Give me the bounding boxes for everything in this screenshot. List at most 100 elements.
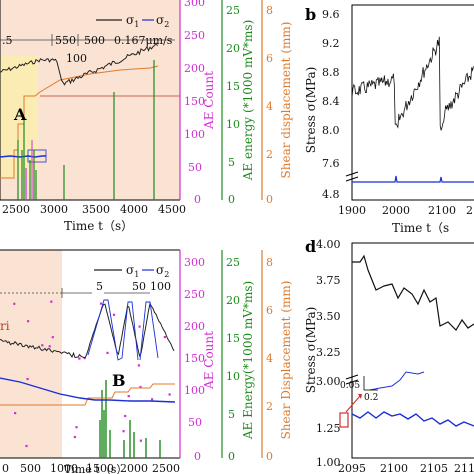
panel-d-sigma1-line	[352, 254, 474, 331]
y-tick: 1.25	[316, 422, 341, 435]
panel-a-sigma1-line	[0, 42, 158, 86]
ae-count-point	[99, 302, 103, 305]
panel-b-y-ticks: 9.6 9.2 8.8 8.4 8.0 7.6 4.8	[322, 8, 340, 201]
panel-b: b Stress σ(MPa) 9.6 9.2 8.8 8.4 8.0 7.6 …	[304, 4, 474, 235]
x-tick: 1000	[50, 462, 78, 474]
ae-count-point	[41, 344, 44, 347]
ae-count-point	[168, 393, 171, 396]
x-tick: 2100	[380, 462, 408, 474]
panel-b-y-label: Stress σ(MPa)	[304, 67, 318, 154]
legend-sigma1: σ1	[126, 13, 139, 29]
x-tick: 1900	[338, 204, 366, 217]
ae-energy-tick: 25	[226, 4, 240, 17]
ae-count-point	[27, 320, 30, 323]
ae-count-point	[78, 357, 81, 360]
panel-c-fit-line	[87, 299, 139, 361]
shear-tick: 8	[266, 256, 273, 269]
panel-a-x-ticks: 2500 3000 3500 4000 4500	[2, 203, 186, 216]
ae-count-point	[48, 345, 51, 348]
ae-count-tick: 150	[184, 95, 205, 108]
x-tick: 2000	[120, 462, 148, 474]
x-tick: 2500	[152, 462, 180, 474]
panel-a: .5 550 500 0.167μm/s 100 σ1 σ2 A 2500 30…	[0, 0, 186, 233]
panel-a-ae-count-axis: 300 250 200 150 100 50 0 AE Count	[179, 0, 216, 206]
panel-b-x-label: Time t（s	[392, 221, 449, 235]
panel-d-y-ticks: 4.00 3.75 3.50 3.25 3.00 1.25 1.00	[316, 238, 341, 469]
y-tick: 7.6	[322, 157, 340, 170]
ae-count-point	[163, 336, 166, 339]
shear-tick: 4	[266, 100, 273, 113]
y-tick: 3.25	[316, 346, 341, 359]
ae-count-point	[127, 395, 130, 398]
shear-tick: 6	[266, 52, 273, 65]
ae-count-point	[51, 336, 54, 339]
x-tick: 2	[466, 204, 473, 217]
panel-c-marker: B	[112, 371, 126, 390]
panel-d-inset: 0.05 0.2	[339, 371, 425, 428]
panel-b-sigma2-line	[352, 175, 474, 183]
y-tick: 9.2	[322, 37, 340, 50]
x-tick: 3500	[82, 203, 110, 216]
panel-d-sigma2-line	[351, 411, 474, 427]
panel-d-label: d	[305, 237, 316, 256]
legend-sigma2: σ2	[156, 263, 169, 279]
panel-a-legend: σ1 σ2	[96, 13, 169, 29]
panel-c: 5 50 100 σ1 σ2 ri B 0 500 1000 1500	[0, 249, 180, 474]
shear-label: Shear Displacement (mm)	[279, 281, 293, 440]
x-tick: 500	[20, 462, 41, 474]
ae-count-point	[26, 377, 29, 381]
panel-d-frame	[351, 242, 474, 459]
panel-d-y-label: Stress σ(MPa)	[304, 307, 318, 394]
inset-h-scale: 0.2	[364, 393, 378, 403]
ae-count-tick: 200	[184, 320, 205, 333]
x-tick: 2095	[338, 462, 366, 474]
ae-energy-label: AE energy (*1000 mV*ms)	[241, 20, 255, 181]
panel-c-fragment: ri	[0, 319, 10, 333]
rate-label: 50	[132, 280, 146, 293]
y-tick: 8.8	[322, 66, 340, 79]
ae-energy-tick: 5	[228, 408, 235, 421]
ae-count-tick: 100	[184, 128, 205, 141]
ae-count-tick: 50	[188, 161, 202, 174]
shear-tick: 0	[266, 450, 273, 463]
shear-tick: 0	[266, 193, 273, 206]
rate-label: 0.167μm/s	[114, 34, 173, 47]
ae-count-tick: 50	[188, 416, 202, 429]
shear-tick: 2	[266, 148, 273, 161]
ae-count-point	[106, 351, 109, 354]
panel-c-energy-spikes	[99, 380, 161, 458]
y-tick: 9.6	[322, 8, 340, 21]
x-tick: 2105	[420, 462, 448, 474]
panel-b-sigma1-line	[351, 36, 474, 131]
x-tick: 2100	[428, 204, 456, 217]
ae-energy-tick: 25	[226, 256, 240, 269]
shear-tick: 4	[266, 352, 273, 365]
ae-count-tick: 0	[194, 450, 201, 463]
shear-tick: 8	[266, 4, 273, 17]
panel-c-x-label: Time t（s）	[64, 463, 127, 474]
rate-label: .5	[2, 34, 13, 47]
panel-d-x-ticks: 2095 2100 2105 2110	[338, 462, 474, 474]
panel-a-x-label: Time t（s）	[64, 219, 133, 233]
panel-c-sigma1-line	[0, 302, 175, 359]
panel-a-sigma2-line	[0, 155, 46, 158]
ae-count-tick: 200	[184, 62, 205, 75]
panel-c-x-ticks: 0 500 1000 1500 2000 2500	[2, 462, 180, 474]
legend-sigma2: σ2	[156, 13, 169, 29]
panel-a-energy-spikes	[17, 60, 155, 200]
shear-tick: 2	[266, 400, 273, 413]
x-tick: 4000	[120, 203, 148, 216]
ae-count-point	[122, 430, 125, 433]
rate-label: 550	[55, 34, 76, 47]
inset-line	[369, 371, 425, 391]
ae-energy-tick: 10	[226, 118, 240, 131]
ae-count-point	[137, 364, 140, 367]
y-tick: 3.75	[316, 274, 341, 287]
ae-energy-tick: 15	[226, 332, 240, 345]
rate-label: 5	[96, 280, 103, 293]
ae-count-tick: 300	[184, 0, 205, 9]
y-tick: 8.4	[322, 95, 340, 108]
panel-c-shear-line	[0, 383, 175, 406]
ae-count-point	[112, 313, 116, 316]
